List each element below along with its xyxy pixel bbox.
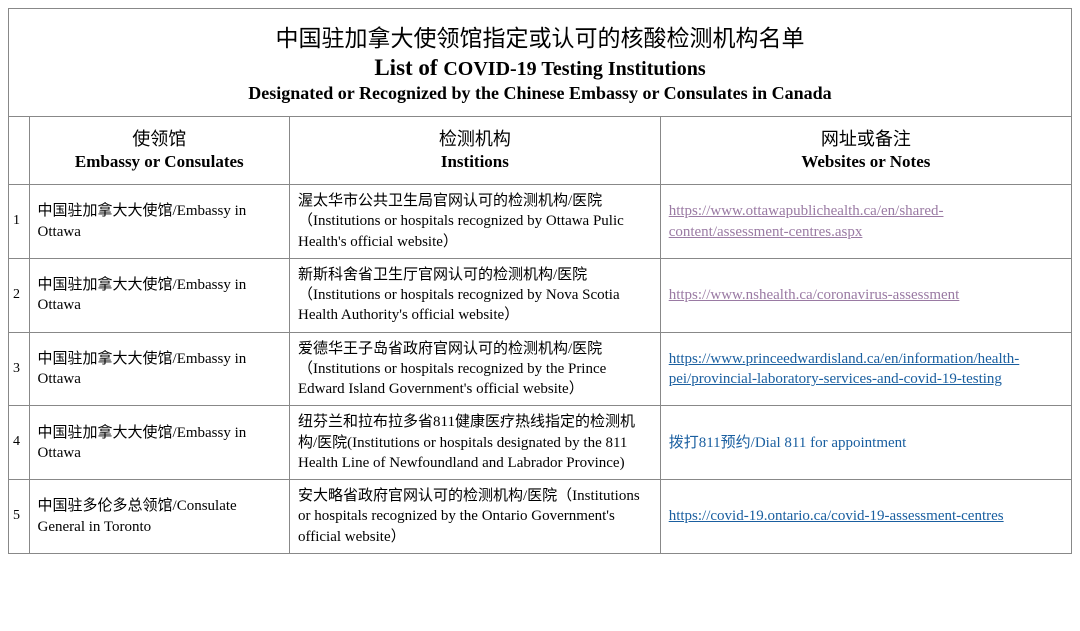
row-index: 3 — [9, 332, 29, 406]
document-container: 中国驻加拿大使领馆指定或认可的核酸检测机构名单 List of COVID-19… — [8, 8, 1072, 554]
note-link[interactable]: https://www.nshealth.ca/coronavirus-asse… — [669, 287, 960, 303]
row-embassy: 中国驻多伦多总领馆/Consulate General in Toronto — [29, 480, 289, 553]
header-notes-en: Websites or Notes — [669, 151, 1063, 174]
row-index: 1 — [9, 185, 29, 259]
note-link[interactable]: https://www.ottawapublichealth.ca/en/sha… — [669, 203, 944, 239]
row-index: 5 — [9, 480, 29, 553]
header-institution: 检测机构 Institions — [290, 117, 661, 185]
table-row: 1 中国驻加拿大大使馆/Embassy in Ottawa 渥太华市公共卫生局官… — [9, 185, 1071, 259]
header-institution-cn: 检测机构 — [298, 127, 652, 151]
table-row: 3 中国驻加拿大大使馆/Embassy in Ottawa 爱德华王子岛省政府官… — [9, 332, 1071, 406]
row-institution: 渥太华市公共卫生局官网认可的检测机构/医院（Institutions or ho… — [290, 185, 661, 259]
header-embassy-cn: 使领馆 — [38, 127, 281, 151]
row-embassy: 中国驻加拿大大使馆/Embassy in Ottawa — [29, 332, 289, 406]
institutions-table: 使领馆 Embassy or Consulates 检测机构 Instition… — [9, 117, 1071, 553]
header-embassy-en: Embassy or Consulates — [38, 151, 281, 174]
header-notes: 网址或备注 Websites or Notes — [660, 117, 1071, 185]
row-note: 拨打811预约/Dial 811 for appointment — [660, 406, 1071, 480]
note-link[interactable]: https://www.princeedwardisland.ca/en/inf… — [669, 351, 1020, 387]
row-embassy: 中国驻加拿大大使馆/Embassy in Ottawa — [29, 258, 289, 332]
title-english-line2: Designated or Recognized by the Chinese … — [19, 83, 1061, 104]
row-note: https://covid-19.ontario.ca/covid-19-ass… — [660, 480, 1071, 553]
note-text: 拨打811预约/Dial 811 for appointment — [669, 435, 907, 451]
title-english-line1: List of COVID-19 Testing Institutions — [19, 55, 1061, 81]
header-index — [9, 117, 29, 185]
header-notes-cn: 网址或备注 — [669, 127, 1063, 151]
row-index: 2 — [9, 258, 29, 332]
row-note: https://www.ottawapublichealth.ca/en/sha… — [660, 185, 1071, 259]
row-institution: 安大略省政府官网认可的检测机构/医院（Institutions or hospi… — [290, 480, 661, 553]
row-institution: 新斯科舍省卫生厅官网认可的检测机构/医院（Institutions or hos… — [290, 258, 661, 332]
title-chinese: 中国驻加拿大使领馆指定或认可的核酸检测机构名单 — [19, 19, 1061, 53]
row-embassy: 中国驻加拿大大使馆/Embassy in Ottawa — [29, 406, 289, 480]
note-link[interactable]: https://covid-19.ontario.ca/covid-19-ass… — [669, 508, 1004, 524]
table-header-row: 使领馆 Embassy or Consulates 检测机构 Instition… — [9, 117, 1071, 185]
header-embassy: 使领馆 Embassy or Consulates — [29, 117, 289, 185]
row-embassy: 中国驻加拿大大使馆/Embassy in Ottawa — [29, 185, 289, 259]
title-en1-rest: COVID-19 Testing Institutions — [443, 58, 705, 80]
row-institution: 纽芬兰和拉布拉多省811健康医疗热线指定的检测机构/医院(Institution… — [290, 406, 661, 480]
title-en1-prefix: List of — [374, 55, 443, 80]
table-row: 5 中国驻多伦多总领馆/Consulate General in Toronto… — [9, 480, 1071, 553]
row-institution: 爱德华王子岛省政府官网认可的检测机构/医院（Institutions or ho… — [290, 332, 661, 406]
table-row: 4 中国驻加拿大大使馆/Embassy in Ottawa 纽芬兰和拉布拉多省8… — [9, 406, 1071, 480]
table-row: 2 中国驻加拿大大使馆/Embassy in Ottawa 新斯科舍省卫生厅官网… — [9, 258, 1071, 332]
row-index: 4 — [9, 406, 29, 480]
header-institution-en: Institions — [298, 151, 652, 174]
title-block: 中国驻加拿大使领馆指定或认可的核酸检测机构名单 List of COVID-19… — [9, 9, 1071, 117]
row-note: https://www.nshealth.ca/coronavirus-asse… — [660, 258, 1071, 332]
row-note: https://www.princeedwardisland.ca/en/inf… — [660, 332, 1071, 406]
